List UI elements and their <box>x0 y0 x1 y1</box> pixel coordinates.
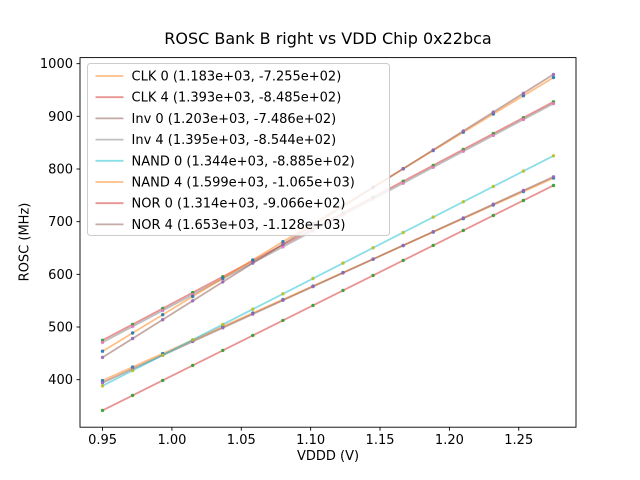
legend-label-inv-0: Inv 0 (1.203e+03, -7.486e+02) <box>132 112 337 127</box>
y-tick-label-700: 700 <box>48 215 73 230</box>
x-tick-label-1.00: 1.00 <box>157 433 186 448</box>
legend-entry-clk-0: CLK 0 (1.183e+03, -7.255e+02) <box>95 70 342 85</box>
legend-entry-nor-4: NOR 4 (1.653e+03, -1.128e+03) <box>95 218 346 233</box>
legend: CLK 0 (1.183e+03, -7.255e+02) CLK 4 (1.39… <box>87 63 390 236</box>
legend-label-nand-4: NAND 4 (1.599e+03, -1.065e+03) <box>132 176 355 191</box>
x-tick-label-1.20: 1.20 <box>435 433 464 448</box>
y-tick-label-900: 900 <box>48 110 73 125</box>
chart-title: ROSC Bank B right vs VDD Chip 0x22bca <box>164 29 492 48</box>
legend-entry-clk-4: CLK 4 (1.393e+03, -8.485e+02) <box>95 91 342 106</box>
series-points-nor-0 <box>100 183 556 413</box>
series-points-inv-4 <box>100 101 556 345</box>
y-tick-label-800: 800 <box>48 163 73 178</box>
legend-entry-inv-0: Inv 0 (1.203e+03, -7.486e+02) <box>95 112 337 127</box>
legend-box <box>87 63 390 236</box>
legend-entry-nand-4: NAND 4 (1.599e+03, -1.065e+03) <box>95 176 355 191</box>
x-tick-label-1.10: 1.10 <box>296 433 325 448</box>
x-tick-label-1.05: 1.05 <box>227 433 256 448</box>
legend-label-nor-4: NOR 4 (1.653e+03, -1.128e+03) <box>132 218 346 233</box>
series-line-nand-0 <box>102 154 554 387</box>
legend-label-inv-4: Inv 4 (1.395e+03, -8.544e+02) <box>132 133 337 148</box>
y-tick-label-1000: 1000 <box>40 57 73 72</box>
legend-label-nor-0: NOR 0 (1.314e+03, -9.066e+02) <box>132 197 346 212</box>
series-points-nand-0 <box>100 154 556 388</box>
legend-entry-nand-0: NAND 0 (1.344e+03, -8.885e+02) <box>95 154 355 169</box>
axes-frame <box>79 57 577 428</box>
x-tick-label-1.15: 1.15 <box>366 433 395 448</box>
legend-entry-inv-4: Inv 4 (1.395e+03, -8.544e+02) <box>95 133 337 148</box>
x-tick-label-1.25: 1.25 <box>504 433 533 448</box>
y-axis-label: ROSC (MHz) <box>17 202 33 282</box>
legend-label-nand-0: NAND 0 (1.344e+03, -8.885e+02) <box>132 154 355 169</box>
y-tick-label-400: 400 <box>48 373 73 388</box>
series-line-nor-0 <box>102 184 554 412</box>
x-axis-label: VDDD (V) <box>296 449 360 464</box>
legend-label-clk-0: CLK 0 (1.183e+03, -7.255e+02) <box>132 70 342 85</box>
x-tick-label-0.95: 0.95 <box>88 433 117 448</box>
y-tick-label-600: 600 <box>48 268 73 283</box>
legend-entry-nor-0: NOR 0 (1.314e+03, -9.066e+02) <box>95 197 346 212</box>
legend-label-clk-4: CLK 4 (1.393e+03, -8.485e+02) <box>132 91 342 106</box>
y-tick-label-500: 500 <box>48 321 73 336</box>
